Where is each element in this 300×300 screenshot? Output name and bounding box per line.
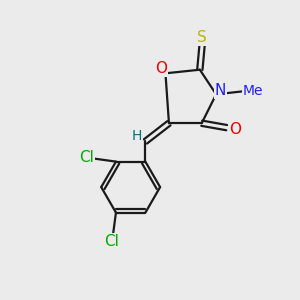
Text: Cl: Cl — [104, 234, 119, 249]
Text: Cl: Cl — [79, 150, 94, 165]
Text: Me: Me — [243, 84, 263, 98]
Text: O: O — [155, 61, 167, 76]
Text: O: O — [229, 122, 241, 136]
Text: H: H — [131, 129, 142, 143]
Text: N: N — [215, 83, 226, 98]
Text: S: S — [197, 30, 207, 45]
